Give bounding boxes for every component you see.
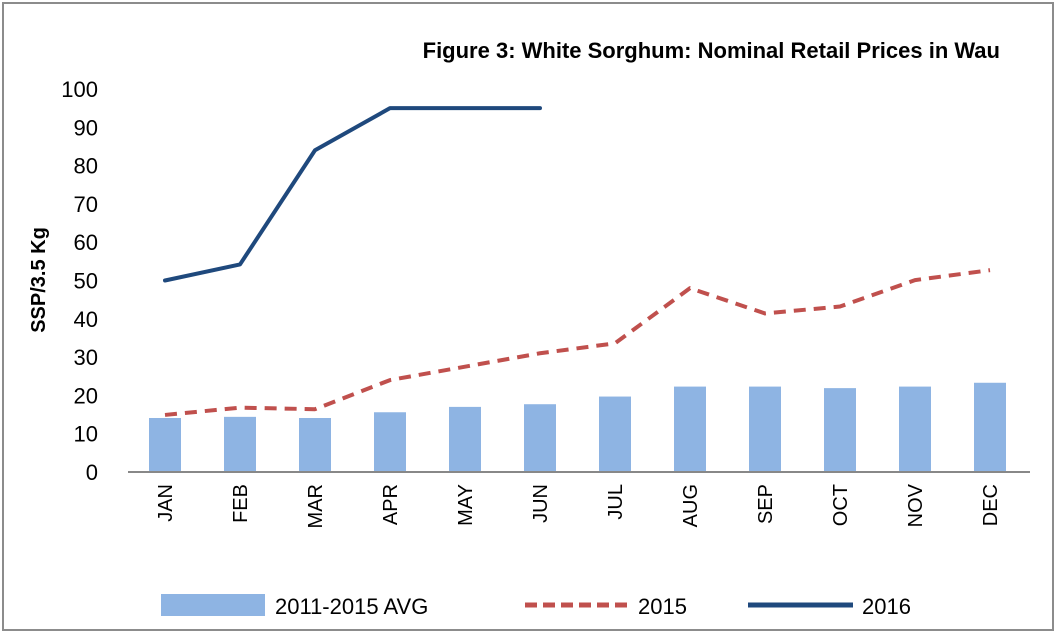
y-tick-label: 10 bbox=[74, 422, 98, 447]
y-tick-label: 30 bbox=[74, 345, 98, 370]
bar-feb bbox=[224, 416, 256, 472]
x-tick-label: APR bbox=[380, 484, 402, 525]
x-tick-label: MAY bbox=[455, 484, 477, 526]
bar-nov bbox=[899, 386, 931, 472]
y-tick-label: 70 bbox=[74, 192, 98, 217]
y-tick-label: 0 bbox=[86, 460, 98, 485]
bar-oct bbox=[824, 388, 856, 472]
bar-jun bbox=[524, 404, 556, 472]
bar-dec bbox=[974, 382, 1006, 472]
x-tick-label: FEB bbox=[230, 484, 252, 523]
legend: 2011-2015 AVG 2015 2016 bbox=[161, 594, 911, 619]
legend-label-2015: 2015 bbox=[638, 594, 687, 619]
x-tick-label: JUL bbox=[605, 484, 627, 520]
x-tick-label: MAR bbox=[305, 484, 327, 528]
bar-mar bbox=[299, 417, 331, 472]
x-tick-label: OCT bbox=[830, 484, 852, 526]
bar-jan bbox=[149, 417, 181, 472]
x-tick-label: DEC bbox=[980, 484, 1002, 526]
y-tick-label: 80 bbox=[74, 154, 98, 179]
legend-label-avg: 2011-2015 AVG bbox=[275, 594, 428, 619]
y-tick-label: 100 bbox=[61, 77, 98, 102]
x-tick-label: NOV bbox=[905, 483, 927, 527]
x-tick-label: AUG bbox=[680, 484, 702, 527]
bar-aug bbox=[674, 386, 706, 472]
bar-may bbox=[449, 406, 481, 472]
legend-label-2016: 2016 bbox=[862, 594, 911, 619]
legend-swatch-avg bbox=[161, 594, 265, 616]
bar-sep bbox=[749, 386, 781, 472]
y-tick-label: 40 bbox=[74, 307, 98, 332]
bar-apr bbox=[374, 412, 406, 472]
x-tick-label: JAN bbox=[155, 484, 177, 522]
y-tick-label: 50 bbox=[74, 269, 98, 294]
series-line-2016 bbox=[163, 106, 542, 283]
series-line-2015 bbox=[164, 268, 991, 417]
bar-jul bbox=[599, 396, 631, 472]
x-tick-label: SEP bbox=[755, 484, 777, 524]
y-tick-label: 90 bbox=[74, 115, 98, 140]
y-axis-label: SSP/3.5 Kg bbox=[28, 227, 50, 333]
y-tick-label: 60 bbox=[74, 230, 98, 255]
x-tick-label: JUN bbox=[530, 484, 552, 523]
y-tick-label: 20 bbox=[74, 383, 98, 408]
chart-title: Figure 3: White Sorghum: Nominal Retail … bbox=[423, 38, 1000, 63]
